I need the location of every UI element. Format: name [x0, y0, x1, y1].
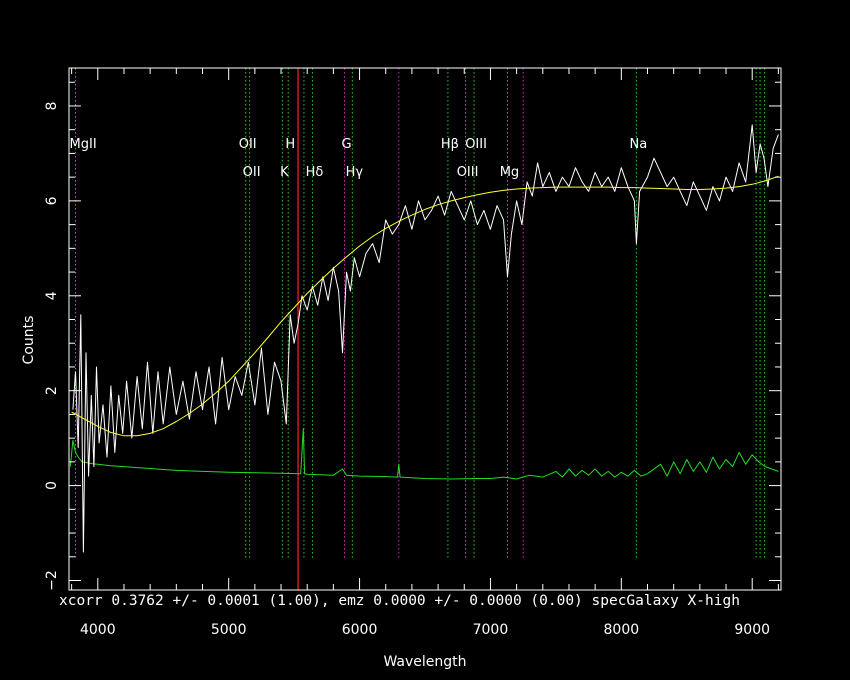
axis-ticks	[69, 68, 781, 590]
y-tick-label: 2	[44, 386, 60, 395]
x-tick-label: 6000	[342, 622, 378, 638]
line-label: G	[341, 137, 351, 152]
line-label: OII	[243, 165, 261, 180]
y-tick-label: 8	[44, 102, 60, 111]
x-tick-label: 4000	[80, 622, 116, 638]
axis-tick-labels: 4000 5000 6000 7000 8000 9000 −2 0 2 4 6 8	[44, 102, 770, 638]
line-label: OIII	[465, 137, 487, 152]
line-label: Hγ	[346, 165, 364, 180]
error-series-line	[69, 428, 779, 480]
x-tick-label: 7000	[473, 622, 509, 638]
x-axis-label: Wavelength	[383, 654, 466, 670]
line-markers	[75, 68, 766, 590]
line-label: OIII	[457, 165, 479, 180]
line-label: H	[285, 137, 295, 152]
x-tick-label: 5000	[211, 622, 247, 638]
y-tick-label: 0	[44, 481, 60, 490]
line-label: OII	[239, 137, 257, 152]
y-tick-label: 4	[44, 291, 60, 300]
model-series-line	[71, 175, 779, 437]
spectrum-series-line	[72, 124, 779, 553]
line-label: Hβ	[441, 137, 459, 152]
y-tick-label: −2	[44, 570, 60, 591]
line-label: K	[280, 165, 289, 180]
line-labels: MgII OII OII KH Hδ G Hγ Hβ OIII OIII Mg Na	[70, 137, 648, 180]
y-axis-label: Counts	[21, 316, 37, 365]
fit-annotation: xcorr 0.3762 +/- 0.0001 (1.00), emz 0.00…	[59, 593, 740, 609]
line-label: MgII	[70, 137, 97, 152]
line-label: Na	[630, 137, 648, 152]
plot-frame	[68, 67, 782, 591]
y-tick-label: 6	[44, 196, 60, 205]
x-tick-label: 9000	[734, 622, 770, 638]
x-tick-label: 8000	[604, 622, 640, 638]
line-label: Mg	[500, 165, 519, 180]
series-group	[69, 124, 779, 553]
line-label: Hδ	[306, 165, 324, 180]
